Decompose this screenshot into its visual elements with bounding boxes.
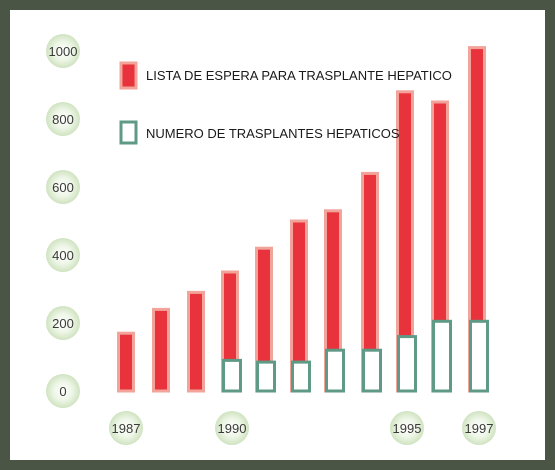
y-tick-label: 600 <box>52 180 74 195</box>
y-tick-marker <box>46 102 80 136</box>
transplants-bar <box>222 358 242 393</box>
y-tick-marker <box>46 34 80 68</box>
transplants-bar <box>256 360 276 393</box>
x-tick-label: 1987 <box>112 421 141 436</box>
transplants-bar <box>325 348 345 393</box>
waiting-list-bar <box>117 331 135 393</box>
x-axis: 1987 1990 1995 1997 <box>109 411 496 445</box>
legend: LISTA DE ESPERA PARA TRASPLANTE HEPATICO… <box>119 61 452 145</box>
y-tick-label: 800 <box>52 112 74 127</box>
y-tick-marker <box>46 238 80 272</box>
transplants-bar <box>291 360 311 393</box>
y-tick-marker <box>46 374 80 408</box>
legend-label-transplants: NUMERO DE TRASPLANTES HEPATICOS <box>146 126 400 141</box>
y-tick-label: 0 <box>59 384 66 399</box>
x-tick-label: 1995 <box>393 421 422 436</box>
y-tick-marker <box>46 170 80 204</box>
transplants-bar <box>362 348 382 393</box>
chart: 0 200 400 600 800 1000 1987 1990 1995 1997 LISTA… <box>46 34 496 445</box>
transplants-bar <box>432 319 452 393</box>
chart-frame: 0 200 400 600 800 1000 1987 1990 1995 1997 LISTA… <box>10 10 545 460</box>
y-tick-label: 400 <box>52 248 74 263</box>
x-tick-marker <box>109 411 143 445</box>
x-tick-marker <box>390 411 424 445</box>
y-axis: 0 200 400 600 800 1000 <box>46 34 80 408</box>
bars <box>117 46 489 393</box>
legend-swatch-transplants <box>119 120 138 145</box>
legend-swatch-waiting-list <box>119 61 138 90</box>
waiting-list-bar <box>152 307 170 393</box>
x-tick-label: 1997 <box>465 421 494 436</box>
transplants-bar <box>469 319 489 393</box>
y-tick-label: 1000 <box>49 44 78 59</box>
y-tick-label: 200 <box>52 316 74 331</box>
x-tick-marker <box>462 411 496 445</box>
legend-label-waiting-list: LISTA DE ESPERA PARA TRASPLANTE HEPATICO <box>146 68 452 83</box>
x-tick-label: 1990 <box>218 421 247 436</box>
waiting-list-bar <box>187 290 205 393</box>
x-tick-marker <box>215 411 249 445</box>
transplants-bar <box>397 335 417 393</box>
y-tick-marker <box>46 306 80 340</box>
